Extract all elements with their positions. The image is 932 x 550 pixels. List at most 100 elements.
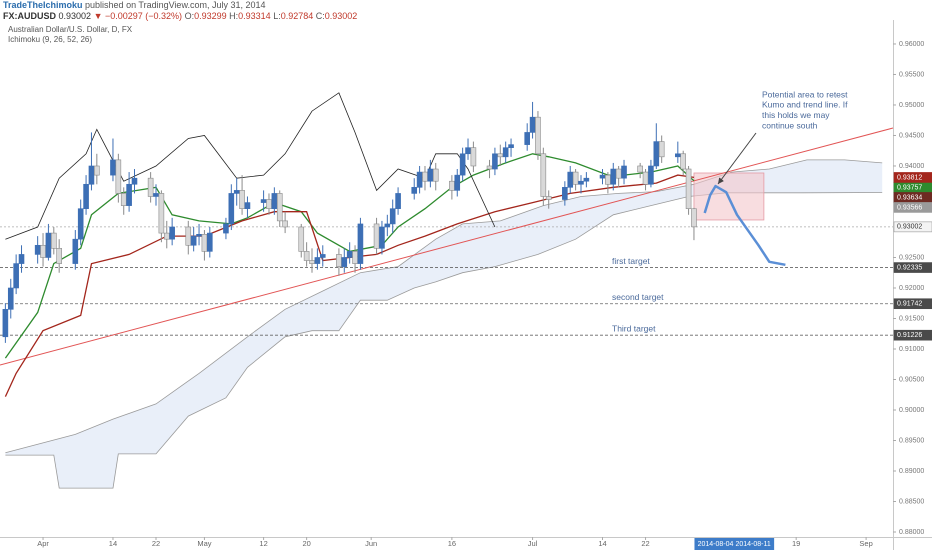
candle-body xyxy=(298,226,305,252)
candle-body xyxy=(545,196,552,200)
candle-body xyxy=(572,171,579,185)
last-price: 0.93002 xyxy=(59,11,92,21)
y-tick-label: 0.92000 xyxy=(899,285,924,292)
price-tag-label: 0.93757 xyxy=(897,184,922,191)
candle-body xyxy=(34,244,41,255)
x-highlight-label: 2014-08-11 xyxy=(735,541,770,548)
x-tick-label: Jul xyxy=(528,539,538,548)
x-tick-label: 20 xyxy=(302,539,310,548)
candle-body xyxy=(691,208,697,228)
candle-body xyxy=(508,144,514,148)
price-tag-label: 0.93634 xyxy=(897,194,922,201)
candle-body xyxy=(583,177,590,182)
x-tick-label: 14 xyxy=(598,539,606,548)
candle-body xyxy=(615,168,622,179)
price-tag-label: 0.91742 xyxy=(897,301,922,308)
y-tick-label: 0.89500 xyxy=(899,437,924,444)
y-tick-label: 0.91000 xyxy=(899,346,924,353)
x-tick-label: 22 xyxy=(641,539,649,548)
y-tick-label: 0.94000 xyxy=(899,163,924,170)
candle-body xyxy=(379,226,385,249)
candle-body xyxy=(169,226,175,240)
published: published on TradingView.com, July 31, 2… xyxy=(83,0,266,10)
candle-body xyxy=(658,141,665,158)
candle-body xyxy=(637,165,643,173)
ohlc-label: C: xyxy=(316,11,325,21)
y-tick-label: 0.89000 xyxy=(899,468,924,475)
candle-body xyxy=(50,232,57,249)
candle-body xyxy=(346,251,353,258)
y-tick-label: 0.88500 xyxy=(899,498,924,505)
price-tag xyxy=(893,329,932,341)
price-tag xyxy=(893,202,932,213)
candle-body xyxy=(120,193,127,206)
target-label: second target xyxy=(612,292,664,302)
candle-body xyxy=(147,177,154,197)
candle-body xyxy=(115,159,122,194)
candle-body xyxy=(77,208,84,240)
candle-body xyxy=(196,234,202,237)
y-tick-label: 0.95500 xyxy=(899,71,924,78)
y-tick-label: 0.92500 xyxy=(899,254,924,261)
candle-body xyxy=(357,223,364,264)
price-tag-label: 0.92335 xyxy=(897,264,922,271)
candle-body xyxy=(422,171,428,182)
quote-line: FX:AUDUSD 0.93002 ▼ −0.00297 (−0.32%) O:… xyxy=(3,11,357,21)
x-highlight-label: 2014-08-04 xyxy=(698,541,734,548)
candle-body xyxy=(260,199,267,203)
x-tick-label: Apr xyxy=(37,539,49,548)
candle-body xyxy=(492,153,498,170)
candle-body xyxy=(45,232,52,258)
candle-body xyxy=(228,193,235,225)
x-highlight-band xyxy=(694,538,775,550)
y-tick-label: 0.96000 xyxy=(899,41,924,48)
candle-body xyxy=(153,193,159,197)
ohlc-value: 0.93314 xyxy=(238,11,271,21)
candle-body xyxy=(223,223,229,234)
candle-body xyxy=(239,190,245,209)
candle-body xyxy=(110,159,116,176)
ohlc-value: 0.93299 xyxy=(194,11,227,21)
candle-body xyxy=(303,251,310,261)
price-tag-label: 0.93566 xyxy=(897,204,922,211)
price-tag xyxy=(893,262,932,273)
candle-body xyxy=(497,153,504,158)
candle-body xyxy=(190,235,197,246)
x-tick-label: Jun xyxy=(365,539,377,548)
candle-body xyxy=(578,180,584,185)
candle-body xyxy=(309,260,315,264)
candle-body xyxy=(416,171,423,188)
candle-body xyxy=(314,257,321,264)
candle-body xyxy=(610,168,617,185)
candle-body xyxy=(642,171,649,185)
candle-body xyxy=(621,165,627,179)
ohlc-label: H: xyxy=(229,11,238,21)
note-line: this holds we may xyxy=(762,110,830,120)
trend-line xyxy=(0,127,894,366)
candle-body xyxy=(319,254,326,258)
price-tag-label: 0.93812 xyxy=(897,174,922,181)
candle-body xyxy=(395,193,401,209)
x-tick-label: 22 xyxy=(152,539,160,548)
projection-path xyxy=(703,184,786,267)
cloud-upper xyxy=(5,159,883,454)
candle-body xyxy=(163,232,170,240)
candle-body xyxy=(427,168,434,182)
ohlc-value: 0.92784 xyxy=(281,11,314,21)
candle-body xyxy=(384,223,391,228)
cloud-lower xyxy=(5,192,883,489)
candle-body xyxy=(201,234,208,252)
candle-body xyxy=(529,116,536,133)
change: ▼ −0.00297 (−0.32%) xyxy=(94,11,182,21)
candle-body xyxy=(373,223,380,249)
candle-body xyxy=(72,238,79,264)
candle-body xyxy=(648,165,654,185)
candle-body xyxy=(524,132,530,145)
candle-body xyxy=(88,165,95,185)
candle-body xyxy=(562,187,568,200)
candle-body xyxy=(207,232,213,252)
candle-body xyxy=(2,309,9,338)
